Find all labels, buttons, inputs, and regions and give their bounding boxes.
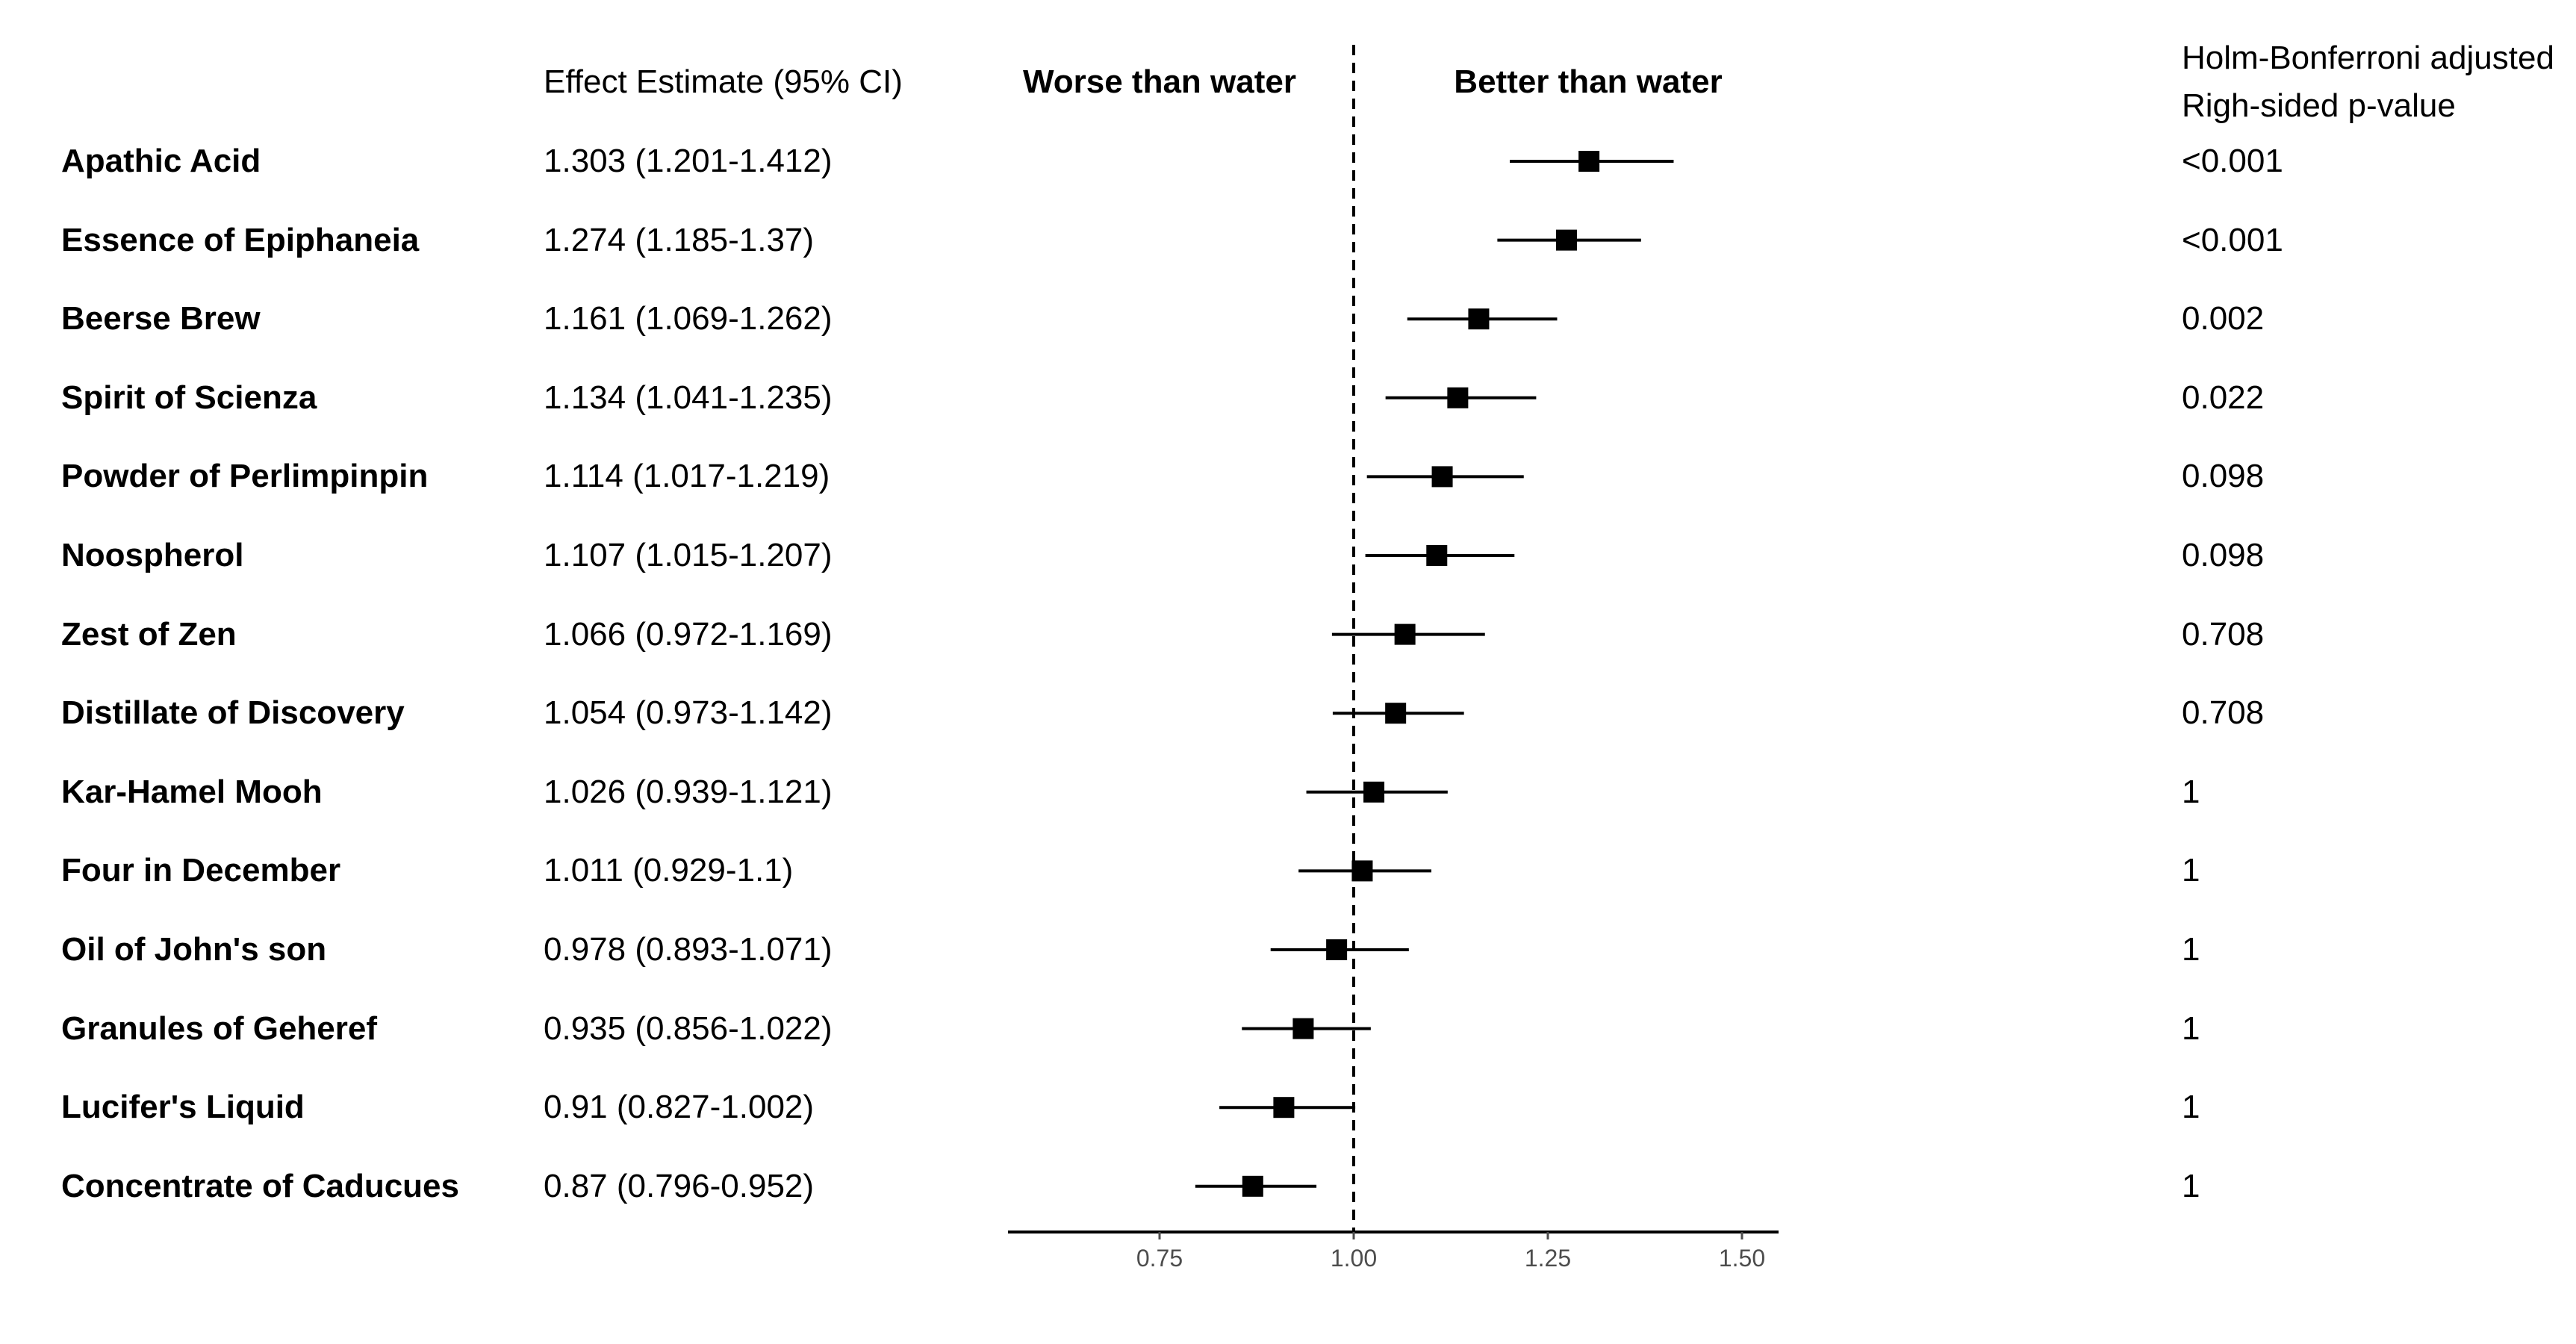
header-worse-than-water: Worse than water xyxy=(1023,63,1296,100)
row-estimate: 1.274 (1.185-1.37) xyxy=(544,221,815,258)
estimate-marker xyxy=(1394,623,1416,645)
estimate-marker xyxy=(1326,939,1348,960)
row-label: Concentrate of Caducues xyxy=(61,1167,459,1204)
row-pvalue: 1 xyxy=(2182,773,2200,810)
row-estimate: 1.066 (0.972-1.169) xyxy=(544,615,833,653)
row-estimate: 0.87 (0.796-0.952) xyxy=(544,1167,815,1204)
header-pvalue-line1: Holm-Bonferroni adjusted xyxy=(2182,40,2554,76)
estimate-marker xyxy=(1426,545,1448,566)
row-pvalue: 1 xyxy=(2182,1167,2200,1204)
row-label: Granules of Geheref xyxy=(61,1009,378,1047)
estimate-marker xyxy=(1468,308,1490,330)
header-better-than-water: Better than water xyxy=(1454,63,1723,100)
row-pvalue: <0.001 xyxy=(2182,221,2283,258)
row-pvalue: 0.022 xyxy=(2182,379,2265,416)
row-estimate: 1.134 (1.041-1.235) xyxy=(544,379,833,416)
row-pvalue: <0.001 xyxy=(2182,143,2283,179)
estimate-marker xyxy=(1363,781,1385,803)
row-estimate: 1.114 (1.017-1.219) xyxy=(544,458,830,495)
row-label: Zest of Zen xyxy=(61,615,237,653)
header-pvalue-line2: Righ-sided p-value xyxy=(2182,87,2456,124)
row-estimate: 1.054 (0.973-1.142) xyxy=(544,694,833,732)
row-estimate: 1.303 (1.201-1.412) xyxy=(544,143,833,179)
row-pvalue: 0.098 xyxy=(2182,537,2265,573)
row-pvalue: 1 xyxy=(2182,852,2200,889)
row-label: Kar-Hamel Mooh xyxy=(61,773,323,810)
row-label: Oil of John's son xyxy=(61,931,327,968)
row-estimate: 0.978 (0.893-1.071) xyxy=(544,931,833,968)
row-label: Beerse Brew xyxy=(61,300,261,337)
estimate-marker xyxy=(1578,151,1600,172)
row-pvalue: 0.098 xyxy=(2182,458,2265,495)
row-label: Essence of Epiphaneia xyxy=(61,221,420,258)
x-tick-label: 1.50 xyxy=(1719,1245,1765,1272)
row-estimate: 1.161 (1.069-1.262) xyxy=(544,300,833,337)
estimate-marker xyxy=(1385,703,1407,724)
row-pvalue: 0.708 xyxy=(2182,694,2265,732)
header-effect-estimate: Effect Estimate (95% CI) xyxy=(544,63,903,100)
estimate-marker xyxy=(1292,1018,1314,1039)
x-tick-label: 1.25 xyxy=(1525,1245,1571,1272)
row-label: Apathic Acid xyxy=(61,143,261,179)
row-pvalue: 0.002 xyxy=(2182,300,2265,337)
row-label: Spirit of Scienza xyxy=(61,379,317,416)
estimate-marker xyxy=(1447,387,1469,408)
x-tick-label: 1.00 xyxy=(1331,1245,1377,1272)
row-pvalue: 1 xyxy=(2182,931,2200,968)
row-estimate: 1.011 (0.929-1.1) xyxy=(544,852,794,889)
row-pvalue: 1 xyxy=(2182,1089,2200,1126)
row-label: Four in December xyxy=(61,852,341,889)
estimate-marker xyxy=(1273,1097,1295,1119)
row-pvalue: 1 xyxy=(2182,1009,2200,1047)
row-label: Lucifer's Liquid xyxy=(61,1089,305,1126)
row-label: Noospherol xyxy=(61,537,244,573)
x-tick-label: 0.75 xyxy=(1136,1245,1183,1272)
row-label: Distillate of Discovery xyxy=(61,694,405,732)
estimate-marker xyxy=(1242,1175,1263,1197)
row-label: Powder of Perlimpinpin xyxy=(61,458,429,495)
row-estimate: 0.91 (0.827-1.002) xyxy=(544,1089,815,1126)
estimate-marker xyxy=(1555,229,1577,251)
row-estimate: 0.935 (0.856-1.022) xyxy=(544,1009,833,1047)
row-pvalue: 0.708 xyxy=(2182,615,2265,653)
estimate-marker xyxy=(1351,860,1373,882)
row-estimate: 1.107 (1.015-1.207) xyxy=(544,537,833,573)
row-estimate: 1.026 (0.939-1.121) xyxy=(544,773,833,810)
estimate-marker xyxy=(1431,466,1453,488)
